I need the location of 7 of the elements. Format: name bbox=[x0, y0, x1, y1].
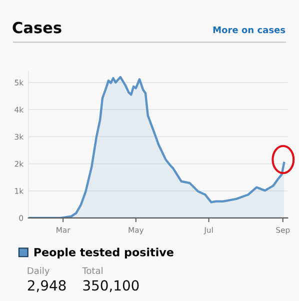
text: More on cases bbox=[213, 26, 286, 34]
text: 350,100 bbox=[83, 280, 139, 292]
legend-label: People tested positive bbox=[34, 248, 174, 259]
text: Daily bbox=[28, 267, 50, 276]
chart-title: Cases bbox=[12, 22, 62, 34]
text: Total bbox=[82, 267, 102, 274]
text: 2,948 bbox=[28, 280, 66, 292]
